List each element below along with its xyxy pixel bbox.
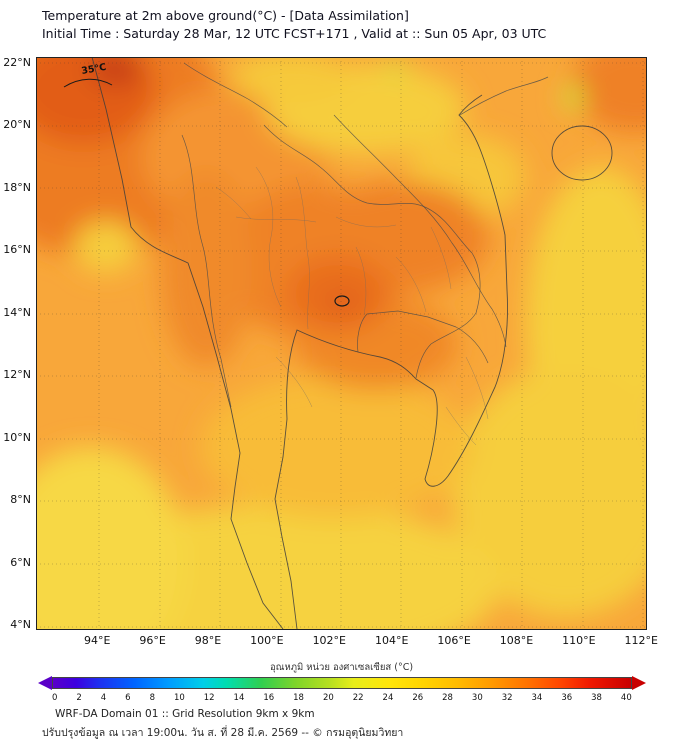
lat-tick-label: 12°N — [3, 368, 31, 382]
contours — [63, 78, 350, 307]
map-frame — [36, 57, 647, 630]
colorbar-tick-label: 26 — [412, 693, 424, 703]
colorbar-tick-label: 10 — [173, 693, 185, 703]
page-title: Temperature at 2m above ground(°C) - [Da… — [42, 8, 409, 23]
lat-tick-label: 4°N — [10, 617, 31, 631]
colorbar-tick-label: 40 — [620, 693, 632, 703]
lon-tick-label: 96°E — [139, 634, 166, 647]
temperature-field — [36, 57, 647, 630]
page-subtitle: Initial Time : Saturday 28 Mar, 12 UTC F… — [42, 26, 547, 41]
lon-tick-label: 102°E — [312, 634, 347, 647]
lon-tick-label: 112°E — [624, 634, 658, 647]
colorbar-tick-label: 12 — [203, 693, 215, 703]
lon-tick-label: 108°E — [499, 634, 534, 647]
lat-tick-label: 6°N — [10, 555, 31, 569]
lat-axis: 22°N 20°N 18°N 16°N 14°N 12°N 10°N 8°N 6°N 4°N — [0, 57, 33, 630]
lat-tick-label: 10°N — [3, 430, 31, 444]
lon-tick-label: 94°E — [84, 634, 111, 647]
footer-domain-info: WRF-DA Domain 01 :: Grid Resolution 9km … — [55, 708, 315, 720]
lat-tick-label: 14°N — [3, 305, 31, 319]
colorbar-tick-label: 16 — [263, 693, 275, 703]
lon-tick-label: 100°E — [250, 634, 284, 647]
temperature-map: 35°C — [36, 57, 647, 630]
colorbar-tick-label: 24 — [382, 693, 394, 703]
lon-axis: 94°E 96°E 98°E 100°E 102°E 104°E 106°E 108°E 110… — [84, 634, 658, 647]
lon-tick-label: 98°E — [194, 634, 222, 647]
lon-tick-label: 110°E — [562, 634, 596, 647]
colorbar-gradient — [52, 677, 632, 689]
colorbar-tick-label: 28 — [442, 693, 453, 703]
contour-label-35: 35°C — [81, 62, 108, 77]
colorbar-left-arrow — [38, 676, 52, 690]
lat-tick-label: 20°N — [3, 118, 31, 132]
province-borders — [215, 166, 489, 446]
coastlines — [91, 57, 613, 630]
colorbar-tick-label: 6 — [125, 693, 131, 703]
footer-update-info: ปรับปรุงข้อมูล ณ เวลา 19:00น. วัน ส. ที่… — [42, 727, 404, 739]
lat-tick-label: 18°N — [3, 180, 31, 194]
lon-tick-label: 104°E — [374, 634, 409, 647]
national-borders — [181, 62, 549, 408]
colorbar-label: อุณหภูมิ หน่วย องศาเซลเซียส (°C) — [269, 662, 414, 673]
colorbar-tick-label: 2 — [76, 693, 82, 703]
colorbar-tick-label: 22 — [352, 693, 364, 703]
colorbar-tick-label: 20 — [322, 693, 334, 703]
colorbar-tick-label: 8 — [149, 693, 155, 703]
colorbar-tick-label: 36 — [561, 693, 573, 703]
colorbar-tick-label: 4 — [100, 693, 107, 703]
colorbar-ticks: 0 2 4 6 8 10 12 14 16 18 20 22 24 26 28 30 32 34 36 38 40 — [52, 693, 632, 703]
colorbar-tick-label: 38 — [591, 693, 602, 703]
colorbar-tick-label: 14 — [233, 693, 245, 703]
colorbar-right-arrow — [632, 676, 646, 690]
lat-tick-label: 16°N — [3, 243, 31, 257]
colorbar-tick-label: 30 — [471, 693, 483, 703]
colorbar-tick-label: 18 — [293, 693, 304, 703]
lat-tick-label: 8°N — [10, 493, 31, 507]
colorbar — [38, 676, 646, 690]
lon-tick-label: 106°E — [437, 634, 471, 647]
lat-tick-label: 22°N — [3, 56, 31, 69]
temperature-map-svg: 35°C — [36, 57, 647, 630]
colorbar-tick-label: 32 — [501, 693, 513, 703]
colorbar-tick-label: 34 — [531, 693, 543, 703]
colorbar-tick-label: 0 — [52, 693, 58, 703]
